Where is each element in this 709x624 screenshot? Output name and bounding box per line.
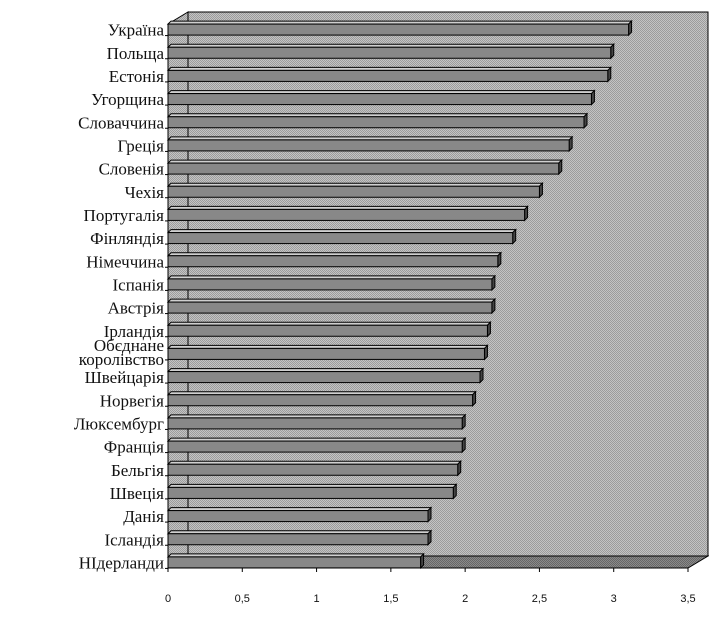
category-label: Австрія	[108, 299, 165, 318]
category-label: Німеччина	[86, 252, 164, 271]
bar-front	[167, 347, 485, 360]
bar	[166, 228, 517, 245]
bar-front	[167, 162, 560, 175]
bar	[166, 274, 497, 292]
bar	[166, 344, 489, 361]
x-tick-label: 3,5	[680, 593, 695, 605]
bar	[166, 297, 497, 315]
category-label: Естонія	[109, 67, 164, 86]
bar-front	[167, 486, 454, 499]
bar-front	[167, 394, 474, 407]
category-label: Ірландія	[104, 322, 164, 341]
bar-front	[167, 301, 493, 314]
category-label: Словаччина	[78, 113, 164, 132]
bar	[166, 19, 633, 37]
bar	[166, 158, 563, 176]
bar	[166, 506, 433, 523]
bar	[166, 552, 425, 570]
bar	[166, 112, 589, 129]
bar	[166, 43, 615, 60]
bar	[166, 182, 544, 199]
x-tick-label: 1	[314, 593, 320, 605]
category-label: Фінляндія	[90, 229, 164, 248]
category-label: Польща	[107, 44, 165, 63]
category-label: Норвегія	[100, 391, 164, 410]
bar-front	[167, 278, 493, 291]
bar-front	[167, 116, 585, 129]
bar-front	[167, 69, 609, 82]
category-label: Україна	[108, 21, 165, 40]
x-tick-label: 1,5	[383, 593, 398, 605]
bar-front	[167, 371, 481, 384]
bar-front	[167, 93, 592, 106]
bar	[166, 135, 574, 153]
bar	[166, 205, 529, 222]
bar	[166, 413, 467, 431]
category-label: НІдерланди	[79, 553, 164, 572]
bar-front	[167, 417, 463, 430]
bar	[166, 436, 467, 454]
category-label: Словенія	[99, 160, 165, 179]
bar	[166, 460, 462, 477]
x-tick-label: 2,5	[532, 593, 547, 605]
x-tick-label: 2	[462, 593, 468, 605]
bar-front	[167, 556, 422, 569]
bar	[166, 66, 612, 83]
category-label: Ісландія	[104, 530, 164, 549]
bar	[166, 367, 485, 384]
bar-front	[167, 324, 488, 337]
bar-front	[167, 185, 540, 198]
category-label: Португалія	[84, 206, 165, 225]
category-label: Бельгія	[111, 461, 164, 480]
bar	[166, 251, 503, 268]
bar-front	[167, 440, 463, 453]
category-label: Швеція	[110, 484, 164, 503]
bar-front	[167, 23, 630, 36]
category-label: Швейцарія	[85, 368, 165, 387]
category-label: Угорщина	[91, 90, 164, 109]
bar-front	[167, 232, 514, 245]
bar-front	[167, 533, 429, 546]
bar-front	[167, 463, 459, 476]
bar-front	[167, 208, 526, 221]
bar	[166, 321, 492, 338]
bar-front	[167, 46, 612, 59]
bar	[166, 529, 433, 546]
bar	[166, 483, 458, 500]
bar	[166, 390, 477, 407]
x-tick-label: 0	[165, 593, 171, 605]
bar	[166, 89, 596, 106]
category-label: Люксембург	[74, 414, 164, 433]
category-label: Греція	[118, 136, 165, 155]
category-label: Іспанія	[113, 275, 165, 294]
bar-front	[167, 139, 570, 152]
category-label: Данія	[123, 507, 164, 526]
bar-front	[167, 510, 429, 523]
category-label: Чехія	[125, 183, 165, 202]
bar-front	[167, 255, 499, 268]
x-tick-label: 3	[611, 593, 617, 605]
x-tick-label: 0,5	[235, 593, 250, 605]
category-label: Обєднане королівство	[79, 336, 164, 369]
category-label: Франція	[104, 438, 164, 457]
